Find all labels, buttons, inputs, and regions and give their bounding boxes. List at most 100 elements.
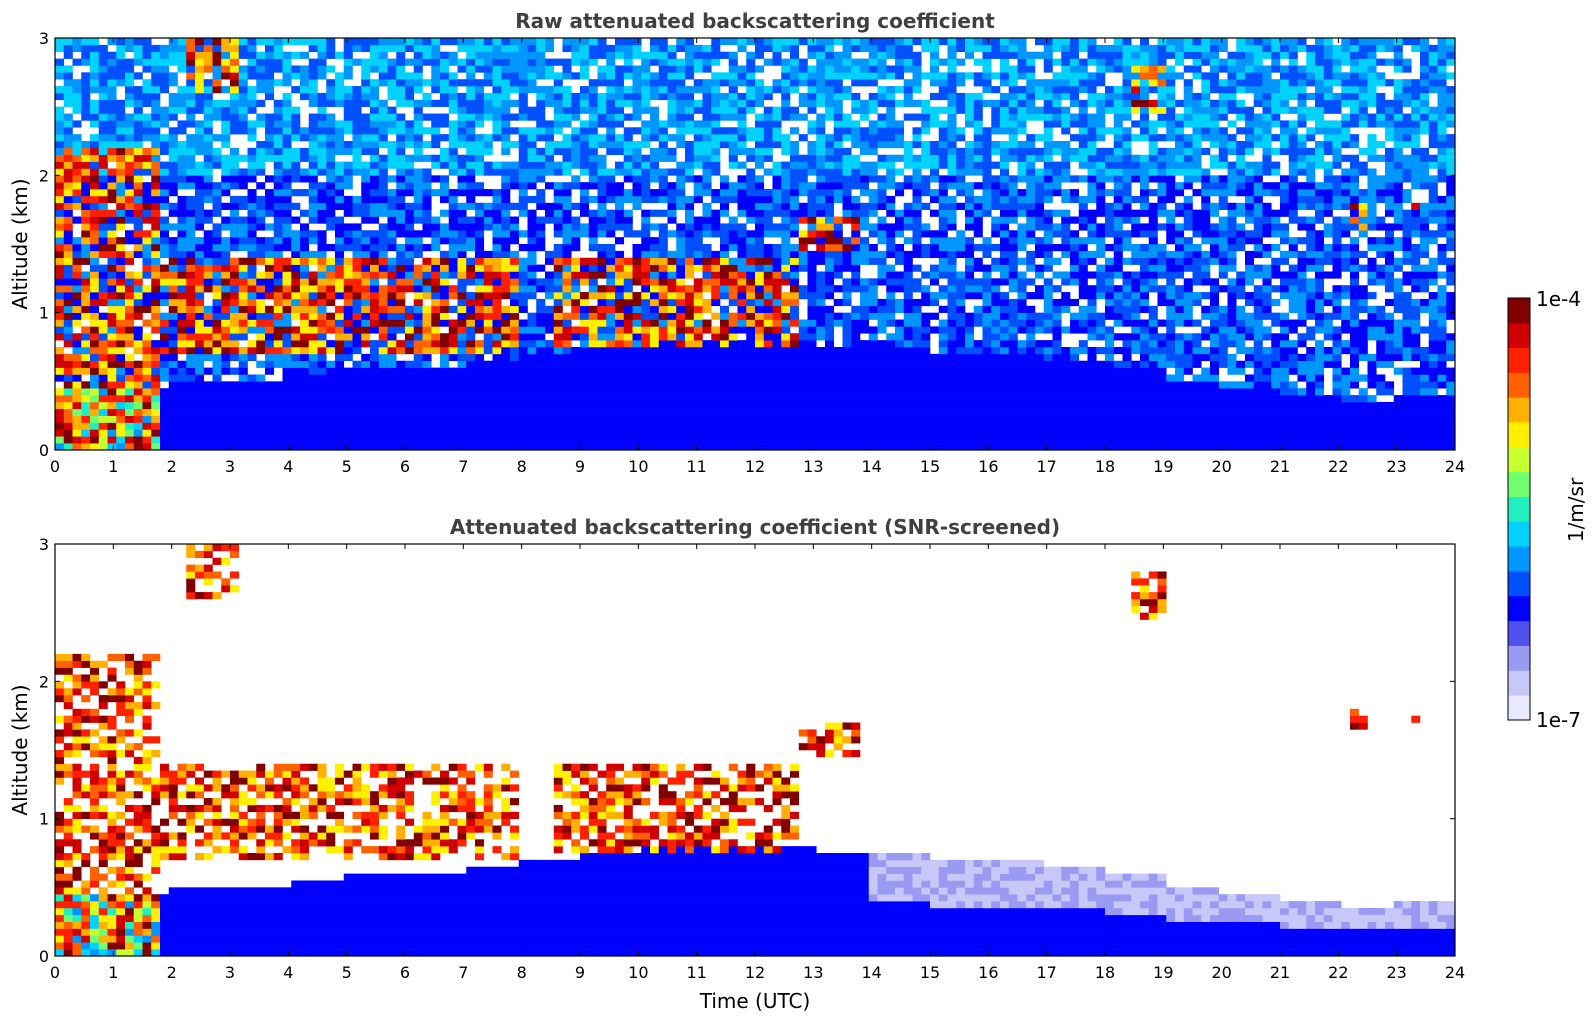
heatmap-cell (55, 401, 65, 410)
heatmap-cell (842, 285, 852, 293)
heatmap-cell (510, 175, 520, 183)
heatmap-cell (212, 374, 222, 382)
heatmap-cell (308, 257, 318, 265)
heatmap-cell (851, 38, 861, 46)
heatmap-cell (343, 113, 353, 121)
heatmap-cell (580, 319, 590, 327)
heatmap-cell (632, 106, 642, 114)
heatmap-cell (256, 209, 266, 217)
heatmap-cell (116, 367, 126, 375)
heatmap-cell (177, 340, 187, 348)
heatmap-cell (343, 388, 353, 396)
heatmap-cell (107, 195, 117, 204)
heatmap-cell (711, 120, 721, 128)
heatmap-cell (116, 216, 126, 224)
heatmap-cell (90, 99, 100, 107)
heatmap-cell (483, 429, 493, 437)
heatmap-cell (658, 51, 668, 59)
heatmap-cell (265, 175, 275, 183)
heatmap-cell (798, 415, 808, 423)
heatmap-cell (431, 285, 441, 293)
heatmap-cell (230, 92, 240, 101)
heatmap-cell (833, 374, 843, 382)
heatmap-cell (448, 72, 458, 80)
heatmap-cell (107, 257, 117, 265)
heatmap-cell (168, 223, 178, 231)
heatmap-cell (641, 120, 651, 128)
heatmap-cell (177, 374, 187, 382)
heatmap-cell (711, 79, 721, 87)
heatmap-cell (387, 161, 397, 169)
heatmap-cell (868, 285, 878, 293)
heatmap-cell (693, 436, 703, 444)
heatmap-cell (650, 120, 660, 128)
heatmap-cell (440, 182, 450, 190)
heatmap-cell (247, 230, 257, 238)
heatmap-cell (685, 202, 695, 210)
heatmap-cell (571, 237, 581, 245)
heatmap-cell (256, 388, 266, 396)
heatmap-cell (825, 264, 835, 272)
heatmap-cell (422, 202, 432, 210)
heatmap-cell (615, 381, 625, 389)
heatmap-cell (457, 436, 467, 444)
heatmap-cell (816, 209, 826, 217)
heatmap-cell (448, 38, 458, 46)
heatmap-cell (457, 395, 467, 403)
heatmap-cell (501, 271, 511, 279)
heatmap-cell (343, 106, 353, 114)
heatmap-cell (842, 326, 852, 334)
heatmap-cell (63, 127, 73, 135)
heatmap-cell (370, 154, 380, 162)
heatmap-cell (107, 141, 117, 149)
heatmap-cell (475, 298, 485, 307)
heatmap-cell (606, 147, 616, 156)
heatmap-cell (545, 408, 555, 416)
heatmap-cell (597, 92, 607, 101)
heatmap-cell (527, 367, 537, 375)
heatmap-cell (860, 216, 870, 224)
heatmap-cell (650, 374, 660, 382)
heatmap-cell (352, 134, 362, 142)
heatmap-cell (238, 347, 248, 355)
heatmap-cell (492, 230, 502, 238)
heatmap-cell (702, 340, 712, 348)
heatmap-cell (448, 429, 458, 437)
heatmap-cell (518, 298, 528, 307)
heatmap-cell (116, 401, 126, 410)
heatmap-cell (798, 161, 808, 169)
heatmap-cell (720, 92, 730, 101)
heatmap-cell (571, 38, 581, 46)
heatmap-cell (755, 285, 765, 293)
heatmap-cell (737, 195, 747, 204)
heatmap-cell (300, 51, 310, 59)
heatmap-cell (685, 230, 695, 238)
heatmap-cell (221, 388, 231, 396)
heatmap-cell (413, 189, 423, 197)
heatmap-cell (361, 436, 371, 444)
heatmap-cell (308, 278, 318, 286)
heatmap-cell (667, 216, 677, 224)
heatmap-cell (238, 257, 248, 265)
heatmap-cell (282, 319, 292, 327)
heatmap-cell (833, 216, 843, 224)
heatmap-cell (527, 278, 537, 286)
heatmap-cell (186, 134, 196, 142)
heatmap-cell (702, 415, 712, 423)
heatmap-cell (868, 120, 878, 128)
heatmap-cell (142, 44, 152, 53)
heatmap-cell (212, 161, 222, 169)
heatmap-cell (291, 278, 301, 286)
heatmap-cell (387, 237, 397, 245)
heatmap-cell (186, 285, 196, 293)
heatmap-cell (781, 216, 791, 224)
heatmap-cell (615, 223, 625, 231)
heatmap-cell (116, 292, 126, 300)
heatmap-cell (798, 443, 808, 450)
heatmap-cell (501, 38, 511, 46)
heatmap-cell (798, 395, 808, 403)
heatmap-cell (431, 154, 441, 162)
heatmap-cell (361, 202, 371, 210)
heatmap-cell (335, 250, 345, 259)
heatmap-cell (755, 147, 765, 156)
